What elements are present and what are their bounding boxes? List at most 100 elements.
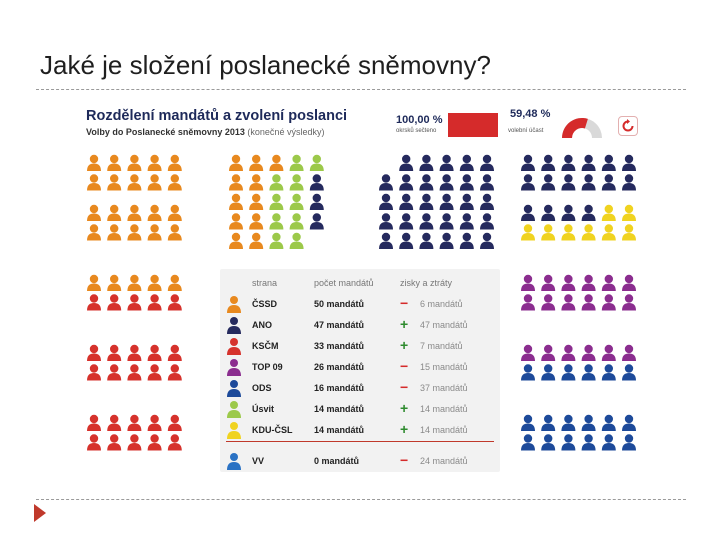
legend-party-name: VV (252, 456, 265, 466)
person-icon (167, 224, 182, 241)
person-icon (541, 344, 556, 361)
person-icon (167, 204, 182, 221)
person-icon (229, 174, 243, 191)
legend-party-seats: 26 mandátů (314, 362, 365, 372)
person-icon (541, 204, 556, 221)
person-icon (269, 193, 284, 210)
gauge-fill (562, 117, 588, 138)
seats-chamber (87, 154, 636, 451)
legend-change-value: 14 mandátů (420, 404, 468, 414)
person-icon (167, 364, 182, 381)
person-icon (439, 213, 454, 230)
person-icon (601, 154, 616, 171)
refresh-button[interactable] (618, 116, 638, 136)
person-icon (399, 232, 414, 249)
legend-party-name: ČSSD (252, 299, 278, 309)
person-icon (459, 193, 474, 210)
person-icon (541, 294, 556, 311)
person-icon (127, 224, 142, 241)
person-icon (227, 359, 241, 376)
person-icon (541, 274, 556, 291)
person-icon (289, 213, 304, 230)
person-icon (459, 213, 474, 230)
person-icon (107, 294, 122, 311)
person-icon (167, 174, 182, 191)
person-icon (561, 344, 576, 361)
person-icon (147, 154, 162, 171)
person-icon (87, 364, 101, 381)
turnout-percentage: 59,48 % (510, 108, 551, 120)
legend-row: ČSSD 50 mandátů − 6 mandátů (220, 294, 500, 314)
legend-row: KSČM 33 mandátů +7 mandátů (220, 336, 500, 356)
person-icon (147, 344, 162, 361)
person-icon (419, 193, 434, 210)
person-icon (399, 213, 414, 230)
person-icon (249, 154, 264, 171)
person-icon (601, 204, 616, 221)
person-icon (581, 274, 596, 291)
person-icon (521, 294, 535, 311)
legend-header-seats: počet mandátů (314, 278, 374, 288)
person-icon (541, 364, 556, 381)
legend-change-sign: − (400, 295, 409, 311)
person-icon (167, 434, 182, 451)
legend-row: TOP 09 26 mandátů − 15 mandátů (220, 357, 500, 377)
person-icon (622, 294, 636, 311)
person-icon (480, 174, 494, 191)
legend-change-sign: − (400, 379, 409, 395)
person-icon (399, 193, 414, 210)
person-icon (601, 414, 616, 431)
person-icon (480, 154, 494, 171)
person-icon (269, 213, 284, 230)
person-icon (167, 414, 182, 431)
turnout-gauge (562, 117, 602, 138)
person-icon (227, 401, 241, 418)
person-icon (521, 274, 535, 291)
person-icon (107, 224, 122, 241)
person-icon (581, 364, 596, 381)
person-icon (379, 213, 393, 230)
person-icon (107, 434, 122, 451)
person-icon (521, 224, 535, 241)
legend-row: Úsvit 14 mandátů +14 mandátů (220, 399, 500, 419)
legend-row: ANO 47 mandátů +47 mandátů (220, 315, 500, 335)
person-icon (147, 364, 162, 381)
person-icon (561, 274, 576, 291)
person-icon (167, 274, 182, 291)
person-icon (87, 434, 101, 451)
person-icon (269, 154, 284, 171)
person-icon (541, 174, 556, 191)
legend-change-value: 6 mandátů (420, 299, 463, 309)
person-icon (127, 174, 142, 191)
legend-party-seats: 16 mandátů (314, 383, 365, 393)
legend-change-value: 15 mandátů (420, 362, 468, 372)
person-icon (289, 174, 304, 191)
person-icon (87, 274, 101, 291)
person-icon (622, 344, 636, 361)
legend-party-seats: 33 mandátů (314, 341, 365, 351)
legend-panel: strana počet mandátů zisky a ztráty ČSSD… (220, 269, 500, 472)
person-icon (480, 213, 494, 230)
person-icon (147, 204, 162, 221)
person-icon (227, 422, 241, 439)
legend-party-name: KDU-ČSL (252, 425, 293, 435)
legend-change-sign: + (400, 337, 409, 353)
person-icon (561, 434, 576, 451)
person-icon (541, 224, 556, 241)
person-icon (227, 317, 241, 334)
person-icon (87, 344, 101, 361)
infographic-title: Rozdělení mandátů a zvolení poslanci (86, 108, 348, 124)
person-icon (379, 193, 393, 210)
person-icon (459, 174, 474, 191)
person-icon (581, 174, 596, 191)
subtitle-main: Volby do Poslanecké sněmovny 2013 (86, 127, 245, 137)
person-icon (541, 414, 556, 431)
person-icon (147, 274, 162, 291)
person-icon (289, 193, 304, 210)
person-icon (107, 344, 122, 361)
person-icon (521, 344, 535, 361)
legend-change-value: 24 mandátů (420, 456, 468, 466)
person-icon (379, 232, 393, 249)
person-icon (289, 154, 304, 171)
person-icon (561, 364, 576, 381)
